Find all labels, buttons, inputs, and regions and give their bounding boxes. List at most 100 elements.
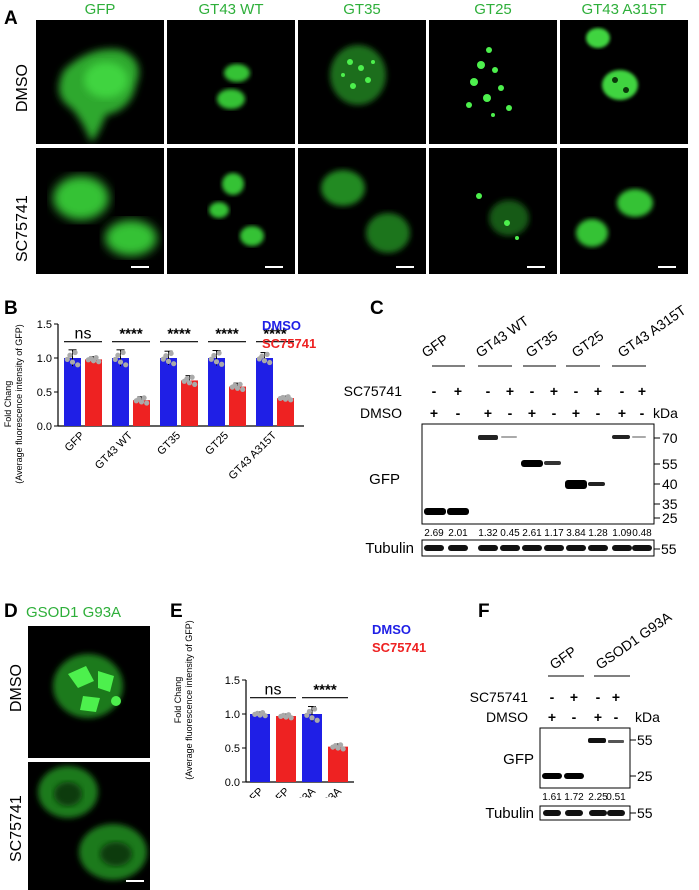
blot-c-tubulin-band (566, 545, 586, 551)
blot-c-quant-value: 3.84 (566, 528, 586, 539)
chart-b-significance: **** (167, 326, 191, 343)
blot-f-sc-mark: + (570, 689, 578, 705)
micrograph-gt43a315t-sc75741 (560, 148, 688, 274)
chart-b-data-point (192, 381, 198, 388)
chart-e: Fold Chang (Average fluorescence intensi… (173, 620, 354, 798)
blot-c-marker-label: 25 (662, 510, 678, 526)
chart-b-data-point (96, 359, 102, 365)
western-blot-f: GFP GSOD1 G93A SC75741 DMSO -++--++- kDa… (470, 608, 675, 822)
chart-b-data-point (72, 349, 78, 356)
blot-f-sc-mark: - (550, 689, 555, 705)
chart-b-data-point (138, 399, 145, 405)
chart-b-data-point (67, 352, 73, 358)
blot-c-marker-label: 35 (662, 496, 678, 512)
blot-c-loading-marker: 55 (661, 541, 677, 557)
chart-b-ytick-label: 1.5 (37, 319, 52, 331)
chart-b-bar (229, 386, 246, 426)
legend-b-sc75741: SC75741 (262, 336, 317, 351)
blot-c-quant-value: 0.48 (632, 528, 652, 539)
chart-e-data-point (340, 746, 346, 752)
chart-b-data-point (211, 352, 217, 359)
blot-c-marker-label: 70 (662, 430, 678, 446)
panel-label-a: A (4, 8, 18, 29)
blot-c-tubulin-band (632, 545, 652, 551)
blot-f-quant-value: 2.25 (588, 792, 608, 803)
micrograph-gt35-sc75741 (298, 148, 426, 274)
blot-f-tubulin-band (589, 810, 607, 816)
blot-c-kda-label: kDa (653, 405, 678, 421)
blot-f-tubulin-band (565, 810, 583, 816)
chart-b-data-point (115, 352, 121, 358)
chart-e-ytick-label: 1.0 (225, 709, 240, 721)
legend-e-sc75741: SC75741 (372, 640, 427, 655)
western-blot-c: GFP GT43 WT GT35 GT25 GT43 A315T SC75741… (344, 302, 690, 557)
chart-e-ytick-label: 1.5 (225, 675, 240, 687)
blot-c-dmso-mark: - (552, 405, 557, 421)
chart-b-bar (112, 358, 129, 426)
blot-f-marker-label: 55 (637, 732, 653, 748)
chart-b-ylabel-line1: Fold Chang (3, 381, 13, 428)
blot-c-group-gt35: GT35 (523, 327, 561, 360)
micrograph-gt35-dmso (298, 20, 426, 144)
blot-c-sc-mark: - (486, 383, 491, 399)
micrograph-gfp-sc75741 (36, 148, 164, 274)
blot-c-dmso-mark: + (528, 405, 536, 421)
chart-b-data-point (75, 362, 81, 368)
blot-f-loading-marker: 55 (637, 805, 653, 821)
chart-b-xtick-label: GFP (63, 430, 87, 454)
blot-f-dmso-mark: - (614, 709, 619, 725)
chart-b-data-point (141, 395, 147, 401)
column-title-gt25: GT25 (474, 1, 512, 18)
blot-f-group-gfp: GFP (547, 643, 580, 673)
chart-b-bar (85, 359, 102, 426)
column-title-gt43-a315t: GT43 A315T (581, 1, 667, 18)
chart-e-significance: ns (265, 682, 282, 699)
legend-e-dmso: DMSO (372, 622, 411, 637)
blot-c-quant-value: 1.28 (588, 528, 608, 539)
blot-c-dmso-mark: + (572, 405, 580, 421)
chart-b-xtick-label: GT35 (155, 430, 183, 458)
chart-e-xtick-label: GFP (242, 786, 266, 798)
legend-b-dmso: DMSO (262, 318, 301, 333)
blot-c-tubulin-band (544, 545, 564, 551)
blot-c-quant-value: 2.69 (424, 528, 444, 539)
blot-c-dmso-mark: + (484, 405, 492, 421)
blot-c-bands (424, 435, 646, 515)
chart-b-data-point (234, 385, 241, 391)
blot-c-quant-value: 2.61 (522, 528, 542, 539)
micrograph-gt43a315t-dmso (560, 20, 688, 144)
chart-e-bar (250, 714, 270, 782)
blot-c-quant-value: 2.01 (448, 528, 468, 539)
micrograph-gsod1-dmso (28, 626, 150, 758)
blot-c-loading-label: Tubulin (365, 540, 414, 557)
blot-c-sc-mark: + (550, 383, 558, 399)
blot-f-dmso-mark: + (594, 709, 602, 725)
blot-c-quant-value: 1.17 (544, 528, 564, 539)
chart-b-data-point (123, 362, 129, 368)
blot-c-quant-value: 1.09 (612, 528, 632, 539)
blot-f-group-gsod1: GSOD1 G93A (593, 608, 675, 672)
chart-b-data-point (213, 359, 220, 365)
chart-e-bar (328, 746, 348, 782)
chart-b-ytick-label: 1.0 (37, 353, 52, 365)
chart-b-ylabel-line2: (Average fluorescence intensity of GFP) (14, 324, 24, 483)
chart-b-data-point (184, 376, 190, 382)
row-label-sc75741: SC75741 (14, 195, 31, 262)
blot-c-group-gfp: GFP (419, 331, 452, 361)
chart-b-data-point (237, 381, 243, 387)
chart-e-bar (276, 716, 296, 782)
chart-b-bar (133, 400, 150, 426)
chart-b-data-point (189, 374, 195, 380)
blot-c-sc-mark: + (638, 383, 646, 399)
column-title-gt43-wt: GT43 WT (198, 1, 264, 18)
chart-b-xtick-label: GT43 A315T (227, 429, 280, 482)
blot-c-sc-mark: - (432, 383, 437, 399)
chart-b: Fold Chang (Average fluorescence intensi… (3, 319, 304, 484)
chart-e-data-point (309, 715, 315, 721)
blot-f-quant-value: 0.51 (606, 792, 626, 803)
blot-c-dmso-mark: - (640, 405, 645, 421)
blot-f-dmso-mark: + (548, 709, 556, 725)
chart-b-xtick-label: GT25 (203, 430, 231, 458)
blot-c-tubulin-band (500, 545, 520, 551)
blot-c-protein-label: GFP (369, 471, 400, 488)
